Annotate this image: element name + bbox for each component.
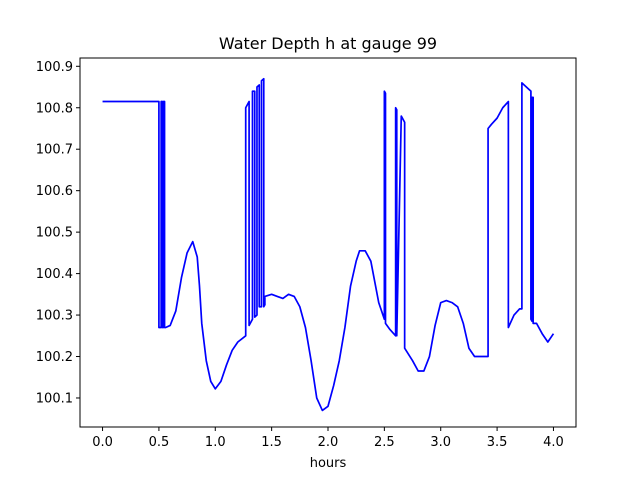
x-tick-label: 4.0: [543, 435, 564, 450]
y-tick-label: 100.6: [36, 184, 73, 199]
y-tick-label: 100.3: [36, 309, 73, 324]
y-tick-label: 100.4: [36, 267, 73, 282]
x-tick-label: 2.5: [374, 435, 395, 450]
y-tick-label: 100.7: [36, 143, 73, 158]
y-tick-label: 100.9: [36, 60, 73, 75]
y-axis: 100.1 100.2 100.3 100.4 100.5 100.6 100.7 100.8…: [36, 60, 80, 406]
plot-area: [102, 77, 555, 412]
x-tick-label: 3.0: [430, 435, 451, 450]
x-tick-label: 0.5: [149, 435, 170, 450]
y-tick-label: 100.1: [36, 391, 73, 406]
x-tick-label: 3.5: [487, 435, 508, 450]
x-axis-label: hours: [310, 456, 347, 471]
chart-title: Water Depth h at gauge 99: [219, 34, 437, 53]
y-tick-label: 100.5: [36, 226, 73, 241]
x-axis: 0.0 0.5 1.0 1.5 2.0 2.5 3.0 3.5 4.0: [92, 427, 564, 450]
x-tick-label: 0.0: [92, 435, 113, 450]
series-line: [102, 77, 555, 412]
y-tick-label: 100.8: [36, 101, 73, 116]
x-tick-label: 2.0: [318, 435, 339, 450]
y-tick-label: 100.2: [36, 350, 73, 365]
x-tick-label: 1.0: [205, 435, 226, 450]
x-tick-label: 1.5: [261, 435, 282, 450]
